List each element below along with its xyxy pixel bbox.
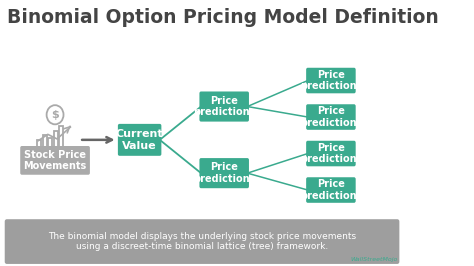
Text: Stock Price
Movements: Stock Price Movements: [23, 149, 87, 171]
Text: Price
predictions: Price predictions: [300, 179, 362, 201]
FancyBboxPatch shape: [5, 219, 400, 264]
FancyBboxPatch shape: [118, 124, 161, 156]
Text: $: $: [51, 110, 59, 120]
FancyBboxPatch shape: [306, 141, 356, 166]
Text: Binomial Option Pricing Model Definition: Binomial Option Pricing Model Definition: [7, 7, 438, 27]
Text: Price
predictions: Price predictions: [193, 162, 255, 184]
Bar: [59, 126, 63, 148]
Text: Price
predictions: Price predictions: [300, 106, 362, 128]
Text: Current
Value: Current Value: [116, 129, 164, 151]
FancyBboxPatch shape: [200, 158, 249, 188]
FancyBboxPatch shape: [306, 104, 356, 130]
Text: Price
predictions: Price predictions: [300, 70, 362, 91]
Text: WallStreetMojo: WallStreetMojo: [350, 257, 397, 262]
FancyBboxPatch shape: [20, 146, 90, 175]
Bar: [48, 138, 52, 148]
Bar: [43, 135, 47, 148]
FancyBboxPatch shape: [200, 92, 249, 122]
FancyBboxPatch shape: [306, 177, 356, 203]
Text: Price
predictions: Price predictions: [193, 96, 255, 117]
Text: The binomial model displays the underlying stock price movements
using a discree: The binomial model displays the underlyi…: [48, 232, 356, 251]
Bar: [54, 131, 58, 148]
Text: Price
predictions: Price predictions: [300, 143, 362, 164]
Bar: [37, 140, 41, 148]
FancyBboxPatch shape: [306, 68, 356, 93]
